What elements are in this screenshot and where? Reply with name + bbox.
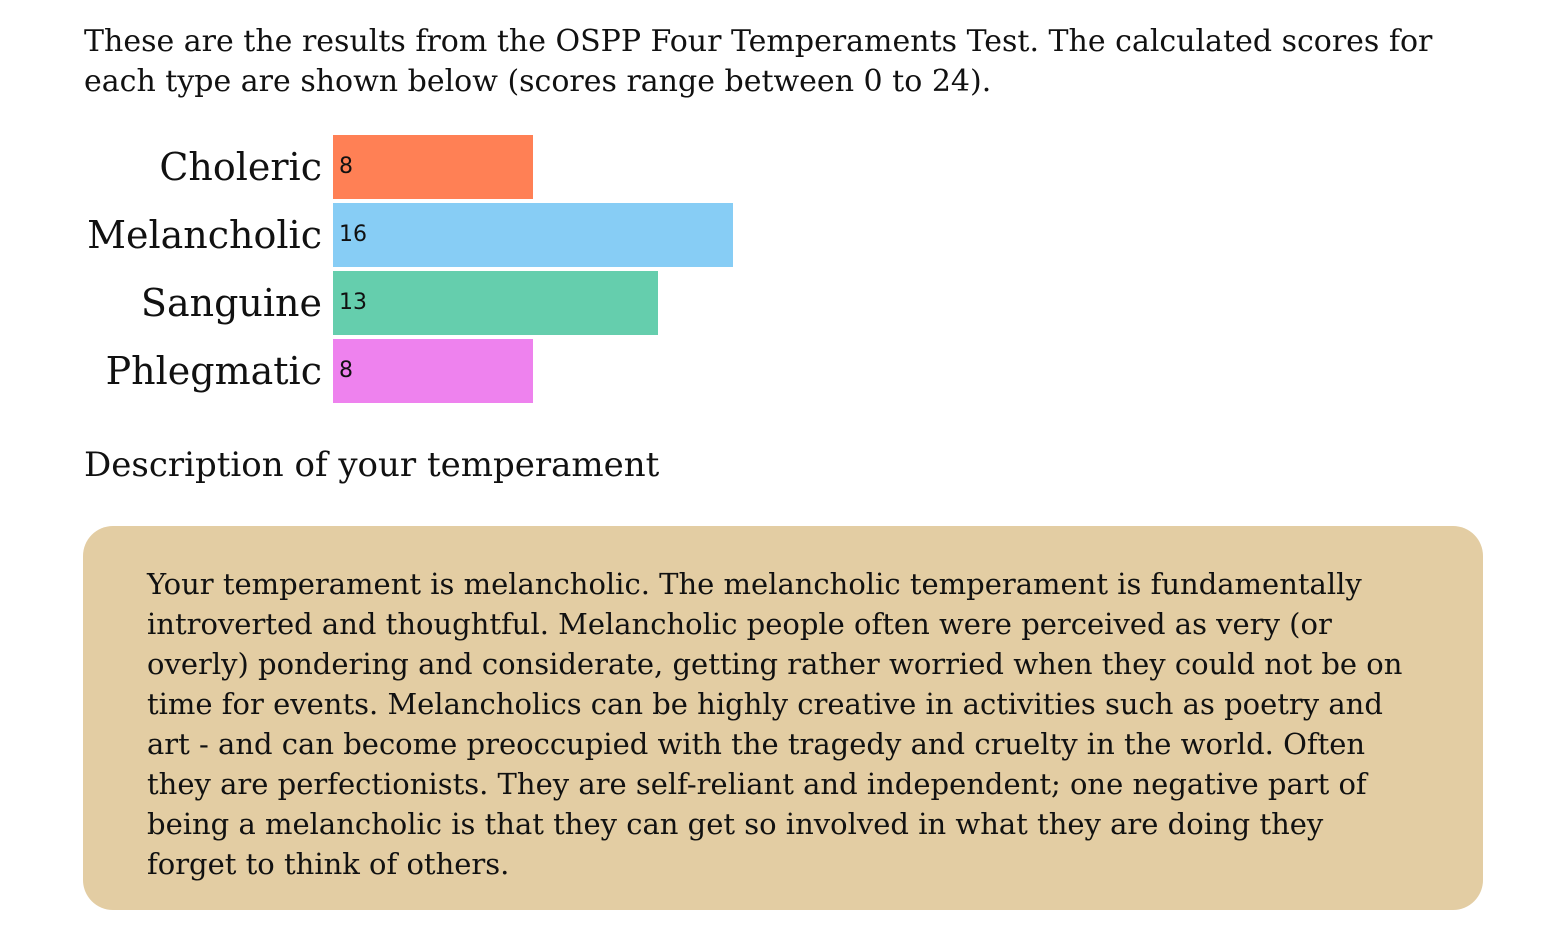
bar: 13 bbox=[333, 271, 658, 335]
bar-label: Sanguine bbox=[140, 281, 322, 325]
bar-value-label: 16 bbox=[339, 222, 367, 247]
description-box: Your temperament is melancholic. The mel… bbox=[83, 526, 1483, 910]
description-title: Description of your temperament bbox=[84, 445, 660, 485]
intro-text: These are the results from the OSPP Four… bbox=[84, 24, 1433, 99]
bar: 8 bbox=[333, 135, 533, 199]
chart-row-melancholic: Melancholic 16 bbox=[84, 203, 784, 267]
bar-value-label: 13 bbox=[339, 290, 367, 315]
bar-label: Phlegmatic bbox=[105, 349, 322, 393]
bar: 16 bbox=[333, 203, 733, 267]
chart-row-phlegmatic: Phlegmatic 8 bbox=[84, 339, 784, 403]
bar-label: Melancholic bbox=[87, 213, 322, 257]
bar: 8 bbox=[333, 339, 533, 403]
bar-value-label: 8 bbox=[339, 154, 353, 179]
temperament-score-chart: Choleric 8 Melancholic 16 Sanguine 13 Ph… bbox=[84, 135, 784, 407]
description-text: Your temperament is melancholic. The mel… bbox=[147, 567, 1403, 881]
bar-value-label: 8 bbox=[339, 358, 353, 383]
bar-label: Choleric bbox=[159, 145, 322, 189]
chart-row-sanguine: Sanguine 13 bbox=[84, 271, 784, 335]
chart-row-choleric: Choleric 8 bbox=[84, 135, 784, 199]
